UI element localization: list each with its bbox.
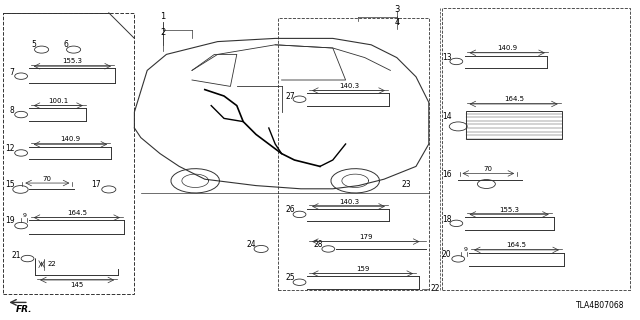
Bar [3, 13, 134, 294]
Text: 8: 8 [9, 106, 14, 115]
Text: 140.9: 140.9 [497, 45, 518, 51]
Text: 164.5: 164.5 [67, 210, 87, 216]
Text: 6: 6 [63, 40, 68, 49]
Text: 145: 145 [70, 282, 83, 288]
Text: 155.3: 155.3 [62, 58, 83, 64]
Text: 27: 27 [285, 92, 295, 100]
Text: TLA4B07068: TLA4B07068 [575, 301, 624, 310]
Text: 100.1: 100.1 [48, 98, 68, 104]
Text: 3: 3 [394, 5, 399, 14]
Text: 155.3: 155.3 [499, 207, 520, 213]
Text: 70: 70 [43, 176, 52, 182]
Text: 21: 21 [12, 252, 20, 260]
Text: 12: 12 [5, 144, 14, 153]
Text: 24: 24 [246, 240, 257, 249]
Text: 164.5: 164.5 [506, 242, 527, 248]
Bar [466, 111, 562, 139]
Text: 22: 22 [48, 261, 57, 267]
Bar [278, 18, 429, 290]
Text: 18: 18 [442, 215, 451, 224]
Text: 140.3: 140.3 [339, 199, 359, 205]
Text: 20: 20 [442, 250, 452, 259]
Text: 2: 2 [161, 28, 166, 36]
Text: 159: 159 [356, 266, 369, 272]
Text: 140.3: 140.3 [339, 83, 359, 89]
Bar [442, 8, 630, 290]
Text: 140.9: 140.9 [60, 136, 81, 142]
Text: 17: 17 [91, 180, 100, 188]
Text: 19: 19 [4, 216, 15, 225]
Text: 13: 13 [442, 53, 452, 62]
Text: 16: 16 [442, 170, 452, 179]
Text: 26: 26 [285, 205, 295, 214]
Text: 70: 70 [484, 166, 493, 172]
Text: 7: 7 [9, 68, 14, 76]
Text: 1: 1 [161, 12, 166, 20]
Text: 179: 179 [359, 234, 373, 240]
Text: 4: 4 [394, 18, 399, 27]
Text: 14: 14 [442, 112, 452, 121]
Text: 164.5: 164.5 [504, 96, 524, 102]
Text: 15: 15 [4, 180, 15, 188]
Text: 25: 25 [285, 273, 295, 282]
Text: 9: 9 [22, 213, 26, 218]
Text: 28: 28 [314, 240, 323, 249]
Text: 22: 22 [430, 284, 440, 293]
Text: 5: 5 [31, 40, 36, 49]
Text: 9: 9 [464, 247, 468, 252]
Text: 23: 23 [402, 180, 412, 188]
Text: FR.: FR. [16, 305, 33, 314]
